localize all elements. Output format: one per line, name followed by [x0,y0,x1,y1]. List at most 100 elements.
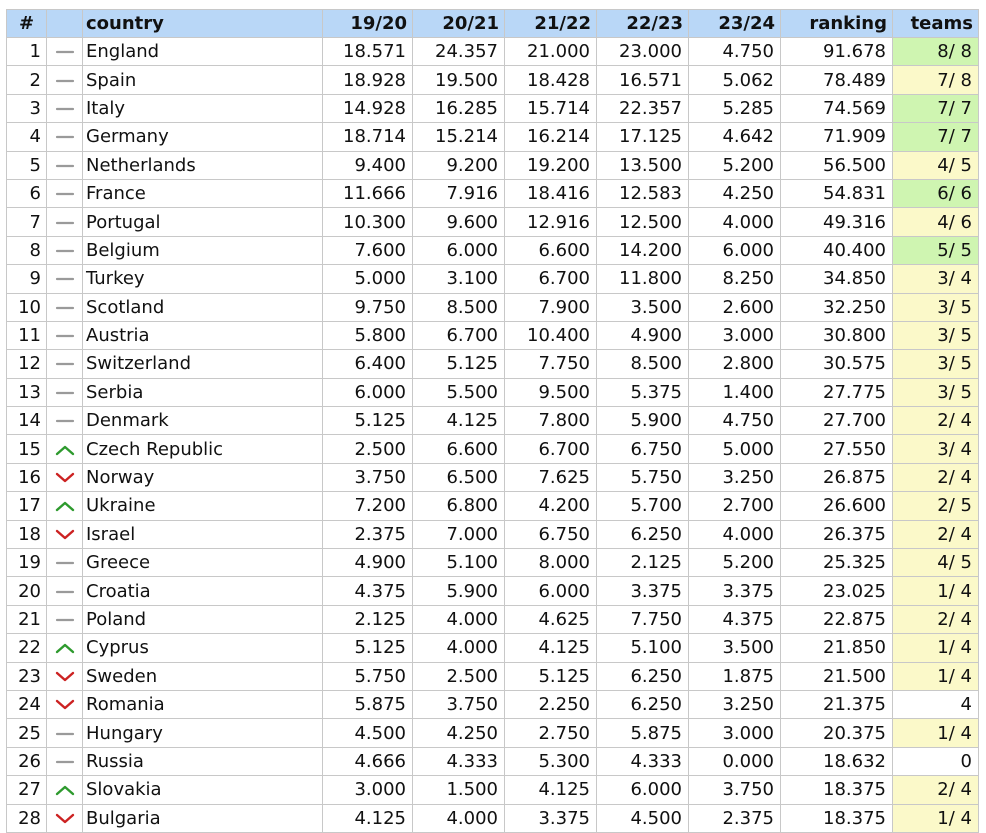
ranking-cell: 49.316 [780,207,893,237]
column-header-season-20-21[interactable]: 20/21 [412,9,505,38]
trend-cell [46,235,83,266]
season-20-21-cell: 8.500 [412,292,505,322]
country-cell: Russia [82,746,323,777]
season-19-20-cell: 14.928 [322,93,413,124]
season-22-23-cell: 5.750 [596,462,689,493]
season-20-21-cell: 16.285 [412,93,505,124]
trend-cell [46,689,83,720]
ranking-cell: 30.800 [780,320,893,351]
ranking-cell: 22.875 [780,604,893,635]
column-header-teams[interactable]: teams [892,9,979,38]
rank-cell: 7 [6,207,47,237]
season-21-22-cell: 18.428 [504,65,597,95]
trend-cell [46,264,83,294]
column-header-season-21-22[interactable]: 21/22 [504,9,597,38]
season-23-24-cell: 3.000 [688,320,781,351]
season-20-21-cell: 4.250 [412,718,505,748]
country-cell: Germany [82,122,323,152]
season-20-21-cell: 15.214 [412,122,505,152]
country-cell: Israel [82,519,323,550]
table-row: 17 Ukraine 7.200 6.800 4.200 5.700 2.700 26.600… [6,491,979,521]
rank-cell: 5 [6,150,47,180]
column-header-rank[interactable]: # [6,9,47,38]
teams-cell: 2/ 4 [892,604,979,635]
table-row: 15 Czech Republic 2.500 6.600 6.700 6.750 5.00… [6,434,979,464]
teams-cell: 1/ 4 [892,576,979,606]
country-cell: Denmark [82,406,323,436]
table-header-row: # country 19/20 20/21 21/22 22/23 23/24 … [6,9,979,38]
season-20-21-cell: 24.357 [412,36,505,67]
season-20-21-cell: 7.000 [412,519,505,550]
season-20-21-cell: 4.125 [412,406,505,436]
season-22-23-cell: 12.500 [596,207,689,237]
ranking-cell: 26.600 [780,491,893,521]
table-row: 1 England 18.571 24.357 21.000 23.000 4.750 91.… [6,36,979,67]
season-19-20-cell: 7.600 [322,235,413,266]
ranking-cell: 56.500 [780,150,893,180]
season-19-20-cell: 5.000 [322,264,413,294]
season-20-21-cell: 5.125 [412,349,505,379]
ranking-cell: 23.025 [780,576,893,606]
trend-same-icon [55,103,75,115]
rank-cell: 18 [6,519,47,550]
season-22-23-cell: 22.357 [596,93,689,124]
season-20-21-cell: 6.500 [412,462,505,493]
table-row: 14 Denmark 5.125 4.125 7.800 5.900 4.750 27.700… [6,406,979,436]
country-cell: Switzerland [82,349,323,379]
teams-cell: 7/ 8 [892,65,979,95]
rank-cell: 2 [6,65,47,95]
column-header-trend[interactable] [46,9,83,38]
season-22-23-cell: 5.900 [596,406,689,436]
season-19-20-cell: 5.800 [322,320,413,351]
season-23-24-cell: 2.800 [688,349,781,379]
season-20-21-cell: 19.500 [412,65,505,95]
ranking-cell: 25.325 [780,548,893,578]
rank-cell: 9 [6,264,47,294]
season-20-21-cell: 3.750 [412,689,505,720]
season-21-22-cell: 5.125 [504,661,597,691]
column-header-season-23-24[interactable]: 23/24 [688,9,781,38]
country-cell: Belgium [82,235,323,266]
country-cell: Czech Republic [82,434,323,464]
rank-cell: 17 [6,491,47,521]
teams-cell: 1/ 4 [892,718,979,748]
teams-cell: 2/ 5 [892,491,979,521]
teams-cell: 2/ 4 [892,462,979,493]
rank-cell: 14 [6,406,47,436]
column-header-country[interactable]: country [82,9,323,38]
column-header-season-22-23[interactable]: 22/23 [596,9,689,38]
season-23-24-cell: 2.600 [688,292,781,322]
trend-same-icon [55,614,75,626]
table-row: 13 Serbia 6.000 5.500 9.500 5.375 1.400 27.775 3… [6,377,979,408]
season-22-23-cell: 7.750 [596,604,689,635]
trend-cell [46,377,83,408]
season-22-23-cell: 16.571 [596,65,689,95]
season-21-22-cell: 16.214 [504,122,597,152]
season-22-23-cell: 14.200 [596,235,689,266]
trend-down-icon [55,813,75,825]
table-row: 20 Croatia 4.375 5.900 6.000 3.375 3.375 23.025… [6,576,979,606]
season-22-23-cell: 3.375 [596,576,689,606]
table-row: 26 Russia 4.666 4.333 5.300 4.333 0.000 18.632 0 [6,746,979,777]
season-22-23-cell: 4.333 [596,746,689,777]
rank-cell: 28 [6,803,47,833]
season-21-22-cell: 4.125 [504,633,597,663]
season-19-20-cell: 6.000 [322,377,413,408]
trend-same-icon [55,46,75,58]
season-21-22-cell: 7.625 [504,462,597,493]
country-cell: Bulgaria [82,803,323,833]
ranking-cell: 21.375 [780,689,893,720]
rank-cell: 20 [6,576,47,606]
trend-same-icon [55,728,75,740]
rank-cell: 26 [6,746,47,777]
trend-cell [46,775,83,805]
season-22-23-cell: 5.875 [596,718,689,748]
column-header-ranking[interactable]: ranking [780,9,893,38]
teams-cell: 7/ 7 [892,122,979,152]
ranking-cell: 18.375 [780,803,893,833]
teams-cell: 2/ 4 [892,775,979,805]
rank-cell: 11 [6,320,47,351]
season-20-21-cell: 4.000 [412,604,505,635]
trend-same-icon [55,75,75,87]
column-header-season-19-20[interactable]: 19/20 [322,9,413,38]
